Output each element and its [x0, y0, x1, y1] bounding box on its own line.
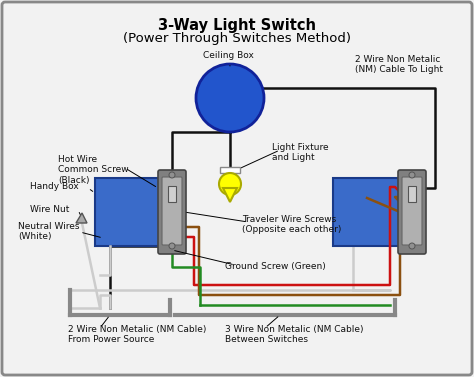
Text: 2 Wire Non Metalic
(NM) Cable To Light: 2 Wire Non Metalic (NM) Cable To Light: [355, 55, 443, 74]
Text: Hot Wire
Common Screw
(Black): Hot Wire Common Screw (Black): [58, 155, 128, 185]
Text: Ground Screw (Green): Ground Screw (Green): [225, 262, 326, 271]
Circle shape: [409, 172, 415, 178]
Text: 2 Wire Non Metalic (NM Cable)
From Power Source: 2 Wire Non Metalic (NM Cable) From Power…: [68, 325, 206, 345]
Polygon shape: [76, 213, 87, 223]
Text: (Power Through Switches Method): (Power Through Switches Method): [123, 32, 351, 45]
FancyBboxPatch shape: [398, 170, 426, 254]
FancyBboxPatch shape: [158, 170, 186, 254]
Bar: [95, 178, 163, 246]
Text: Neutral Wires
(White): Neutral Wires (White): [18, 222, 80, 241]
Polygon shape: [223, 188, 237, 202]
FancyBboxPatch shape: [402, 177, 422, 245]
Text: Light Fixture
and Light: Light Fixture and Light: [272, 143, 328, 162]
Text: Ceiling Box: Ceiling Box: [202, 51, 254, 66]
Text: 3-Way Light Switch: 3-Way Light Switch: [158, 18, 316, 33]
Bar: [408, 186, 416, 202]
Text: Wire Nut: Wire Nut: [30, 205, 69, 214]
Text: Traveler Wire Screws
(Opposite each other): Traveler Wire Screws (Opposite each othe…: [242, 215, 341, 234]
Text: 3 Wire Non Metalic (NM Cable)
Between Switches: 3 Wire Non Metalic (NM Cable) Between Sw…: [225, 325, 364, 345]
Bar: [168, 186, 176, 202]
Bar: [333, 178, 401, 246]
Bar: [220, 167, 240, 173]
FancyBboxPatch shape: [162, 177, 182, 245]
Circle shape: [409, 243, 415, 249]
Text: Handy Box: Handy Box: [30, 182, 79, 191]
Circle shape: [219, 173, 241, 195]
Circle shape: [169, 172, 175, 178]
Circle shape: [196, 64, 264, 132]
Circle shape: [169, 243, 175, 249]
